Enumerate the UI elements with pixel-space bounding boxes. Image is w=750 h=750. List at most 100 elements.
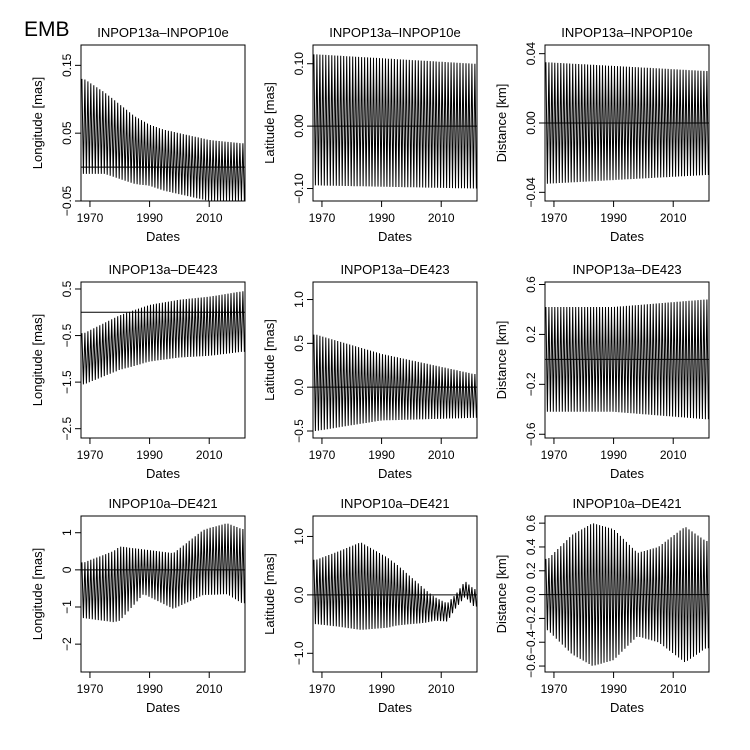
chart-panel-5: INPOP13a–DE423 1970 1990 2010 −0.5 0.0 0.5 1.0 D… (262, 262, 478, 481)
y-axis-label: Distance [km] (494, 321, 509, 400)
x-tick-label: 2010 (428, 211, 455, 225)
x-tick-label: 1990 (136, 211, 163, 225)
chart-panel-6: INPOP13a–DE423 1970 1990 2010 −0.6 −0.2 0.2 0.6… (494, 262, 710, 481)
x-tick-label: 1970 (77, 448, 104, 462)
y-tick-label: 0.0 (292, 379, 306, 396)
x-tick-label: 1970 (309, 448, 336, 462)
x-tick-label: 1990 (368, 682, 395, 696)
plot-frame (80, 515, 246, 673)
x-tick-label: 1970 (309, 682, 336, 696)
chart-panel-1: INPOP13a–INPOP10e 1970 1990 2010 −0.05 0.05 0.… (30, 25, 246, 244)
x-axis-label: Dates (146, 466, 180, 481)
chart-title: INPOP13a–INPOP10e (97, 25, 229, 40)
y-tick-label: −1.0 (292, 641, 306, 665)
series-line-1 (81, 291, 245, 385)
series-line-1 (313, 542, 477, 630)
x-tick-label: 2010 (428, 682, 455, 696)
y-tick-label: 0.2 (524, 326, 538, 343)
series-line-1 (545, 62, 709, 184)
x-tick-label: 1990 (368, 448, 395, 462)
x-axis-label: Dates (378, 466, 412, 481)
y-tick-label: −1 (60, 600, 74, 614)
series-line-1 (313, 54, 477, 189)
y-tick-label: 0.15 (60, 53, 74, 77)
plot-frame (544, 515, 710, 673)
y-tick-label: 0.5 (292, 335, 306, 352)
y-tick-label: −0.5 (292, 419, 306, 443)
y-tick-label: 0.00 (524, 111, 538, 135)
y-tick-label: −0.04 (524, 177, 538, 208)
chart-title: INPOP10a–DE421 (572, 496, 681, 511)
x-axis-label: Dates (146, 229, 180, 244)
y-tick-label: −0.5 (60, 323, 74, 347)
x-tick-label: 1990 (600, 682, 627, 696)
x-tick-label: 1970 (541, 448, 568, 462)
chart-title: INPOP10a–DE421 (340, 496, 449, 511)
y-tick-label: −0.4 (524, 630, 538, 654)
plot-frame (80, 44, 246, 202)
x-axis-label: Dates (610, 466, 644, 481)
y-tick-label: −0.6 (524, 422, 538, 446)
y-tick-label: 0.6 (524, 514, 538, 531)
plot-frame (312, 44, 478, 202)
x-axis-label: Dates (610, 229, 644, 244)
y-tick-label: −0.2 (524, 372, 538, 396)
y-tick-label: 0 (60, 566, 74, 573)
x-tick-label: 1970 (309, 211, 336, 225)
x-tick-label: 1990 (600, 448, 627, 462)
y-axis-label: Distance [km] (494, 555, 509, 634)
x-tick-label: 1970 (541, 211, 568, 225)
y-tick-label: 0.0 (524, 586, 538, 603)
y-tick-label: 1.0 (292, 528, 306, 545)
y-tick-label: 0.4 (524, 538, 538, 555)
x-tick-label: 2010 (196, 682, 223, 696)
x-axis-label: Dates (378, 229, 412, 244)
x-tick-label: 1970 (541, 682, 568, 696)
x-tick-label: 1990 (368, 211, 395, 225)
x-tick-label: 1990 (136, 448, 163, 462)
x-tick-label: 2010 (660, 211, 687, 225)
y-tick-label: −0.10 (292, 173, 306, 204)
y-tick-label: −1.5 (60, 370, 74, 394)
chart-panel-3: INPOP13a–INPOP10e 1970 1990 2010 −0.04 0.00 0.… (494, 25, 710, 244)
y-tick-label: 0.2 (524, 562, 538, 579)
y-tick-label: −0.2 (524, 606, 538, 630)
chart-title: INPOP13a–INPOP10e (329, 25, 461, 40)
y-tick-label: 1.0 (292, 291, 306, 308)
chart-title: INPOP13a–INPOP10e (561, 25, 693, 40)
chart-panel-2: INPOP13a–INPOP10e 1970 1990 2010 −0.10 0.00 0.… (262, 25, 478, 244)
x-axis-label: Dates (146, 700, 180, 715)
plot-frame (312, 515, 478, 673)
series-line-1 (81, 78, 245, 202)
y-tick-label: −0.05 (60, 185, 74, 216)
plot-frame (312, 281, 478, 439)
y-axis-label: Latitude [mas] (262, 319, 277, 401)
x-tick-label: 2010 (660, 682, 687, 696)
series-line-1 (545, 523, 709, 666)
x-tick-label: 1970 (77, 682, 104, 696)
chart-title: INPOP13a–DE423 (108, 262, 217, 277)
series-line-1 (81, 523, 245, 623)
chart-panel-4: INPOP13a–DE423 1970 1990 2010 −2.5 −1.5 −0.5 0.… (30, 262, 246, 481)
y-tick-label: −2 (60, 637, 74, 651)
series-line-1 (545, 299, 709, 420)
chart-title: INPOP13a–DE423 (572, 262, 681, 277)
plot-frame (544, 281, 710, 439)
x-tick-label: 2010 (660, 448, 687, 462)
y-tick-label: 0.00 (292, 114, 306, 138)
x-tick-label: 1990 (136, 682, 163, 696)
x-tick-label: 1970 (77, 211, 104, 225)
x-axis-label: Dates (610, 700, 644, 715)
y-axis-label: Latitude [mas] (262, 82, 277, 164)
y-tick-label: −0.6 (524, 654, 538, 678)
y-axis-label: Distance [km] (494, 84, 509, 163)
x-tick-label: 2010 (196, 448, 223, 462)
x-axis-label: Dates (378, 700, 412, 715)
y-tick-label: 0.10 (292, 52, 306, 76)
figure-label: EMB (24, 18, 70, 41)
chart-panel-7: INPOP10a–DE421 1970 1990 2010 −2 −1 0 1 Dates Lon… (30, 496, 246, 715)
chart-panel-9: INPOP10a–DE421 1970 1990 2010 −0.6−0.4−0.2 0.… (494, 496, 710, 715)
y-tick-label: 0.05 (60, 121, 74, 145)
x-tick-label: 2010 (196, 211, 223, 225)
